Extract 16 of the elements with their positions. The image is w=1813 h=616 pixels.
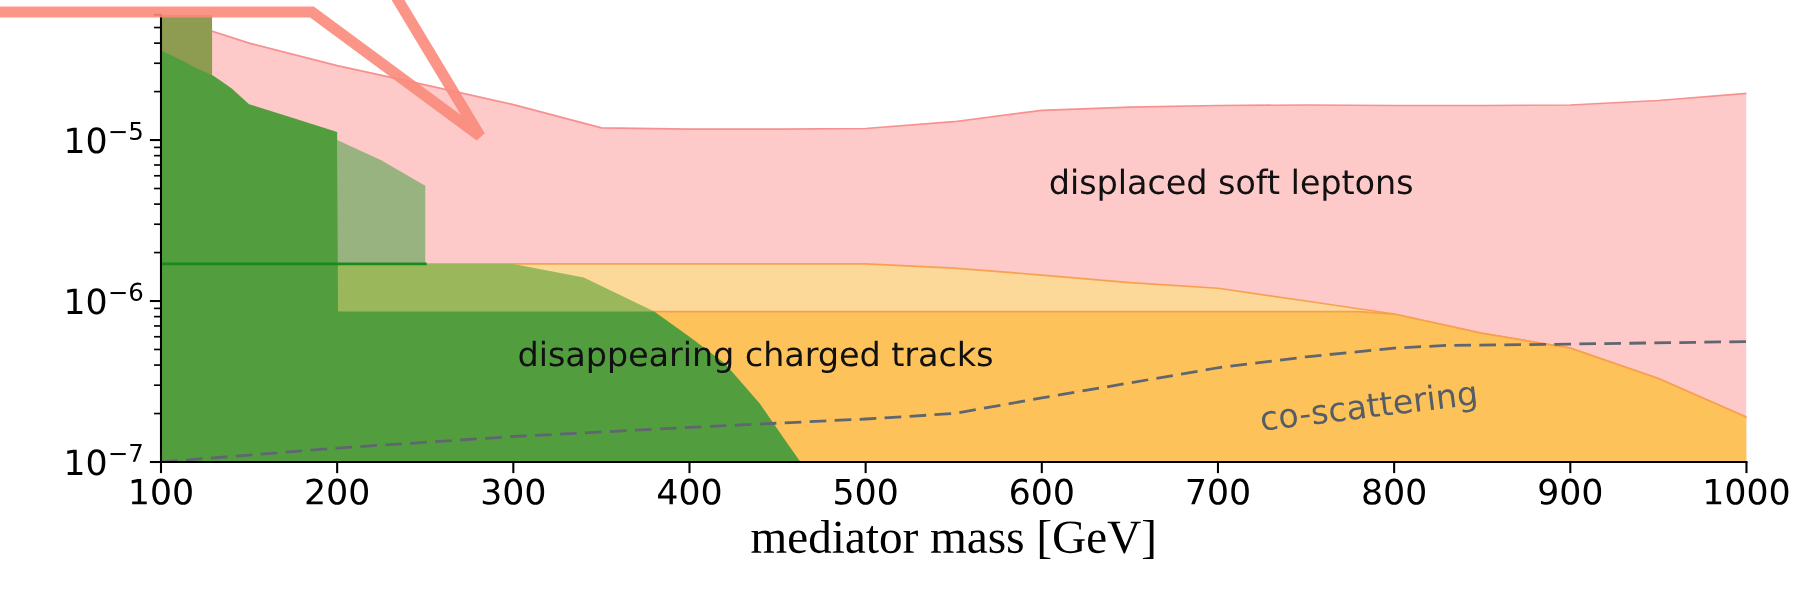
x-axis-title: mediator mass [GeV] [751,519,1154,559]
annotation: co-scattering [1260,379,1477,438]
y-tick-label: 10$^{−6}$ [67,282,143,315]
y-tick-label: 10$^{−7}$ [67,443,142,476]
x-tick-label: 300 [482,478,545,505]
annotation: displaced soft leptons [1050,168,1412,201]
x-tick-label: 1000 [1706,478,1789,505]
x-tick-label: 500 [835,478,897,505]
y-tick-label: 10$^{−5}$ [67,121,142,154]
x-tick-label: 200 [306,478,368,505]
x-tick-label: 800 [1363,478,1425,505]
x-tick-label: 400 [658,478,721,505]
x-tick-label: 100 [131,478,192,505]
x-tick-label: 700 [1187,478,1249,505]
x-tick-label: 900 [1539,478,1602,505]
x-tick-label: 600 [1011,478,1073,505]
